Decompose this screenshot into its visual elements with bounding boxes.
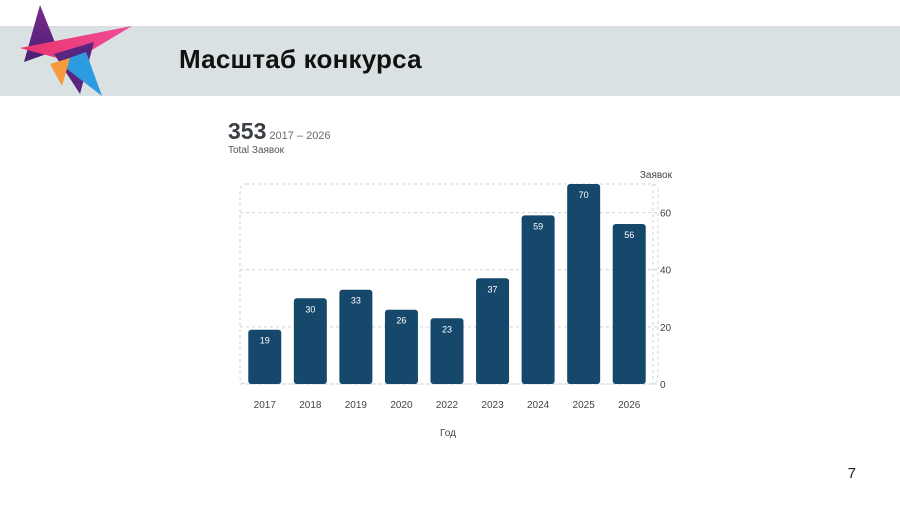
bar bbox=[384, 309, 418, 384]
bar bbox=[293, 298, 327, 384]
data-label: 26 bbox=[396, 316, 406, 326]
y-tick-label: 0 bbox=[660, 380, 666, 391]
page-number: 7 bbox=[847, 465, 856, 482]
x-tick-label: 2019 bbox=[345, 400, 368, 411]
data-label: 59 bbox=[533, 221, 543, 231]
bar bbox=[430, 318, 464, 384]
x-tick-label: 2025 bbox=[573, 400, 596, 411]
bar bbox=[248, 329, 282, 384]
x-tick-label: 2023 bbox=[481, 400, 504, 411]
y-axis-label: Заявок bbox=[640, 170, 673, 181]
y-tick-label: 40 bbox=[660, 266, 672, 277]
data-label: 19 bbox=[260, 336, 270, 346]
x-tick-label: 2022 bbox=[436, 400, 459, 411]
x-tick-label: 2026 bbox=[618, 400, 641, 411]
x-tick-label: 2017 bbox=[254, 400, 277, 411]
page-title: Масштаб конкурса bbox=[179, 44, 422, 74]
x-tick-label: 2018 bbox=[299, 400, 322, 411]
data-label: 30 bbox=[305, 304, 315, 314]
summary-block: 353 2017 – 2026 bbox=[228, 118, 331, 145]
x-tick-label: 2024 bbox=[527, 400, 550, 411]
data-label: 23 bbox=[442, 324, 452, 334]
y-tick-label: 60 bbox=[660, 209, 672, 220]
total-value: 353 bbox=[228, 118, 267, 144]
x-tick-label: 2020 bbox=[390, 400, 413, 411]
star-logo-icon bbox=[20, 5, 132, 96]
bar bbox=[476, 278, 510, 384]
data-label: 37 bbox=[488, 284, 498, 294]
data-label: 56 bbox=[624, 230, 634, 240]
y-tick-label: 20 bbox=[660, 323, 672, 334]
total-range: 2017 – 2026 bbox=[269, 130, 331, 142]
bar bbox=[339, 289, 373, 384]
bar bbox=[521, 215, 555, 384]
data-label: 33 bbox=[351, 296, 361, 306]
bar bbox=[567, 184, 601, 384]
total-label: Total Заявок bbox=[228, 145, 285, 156]
x-axis-label: Год bbox=[440, 428, 456, 439]
data-label: 70 bbox=[579, 190, 589, 200]
bar bbox=[612, 224, 646, 384]
header-band bbox=[0, 26, 900, 96]
